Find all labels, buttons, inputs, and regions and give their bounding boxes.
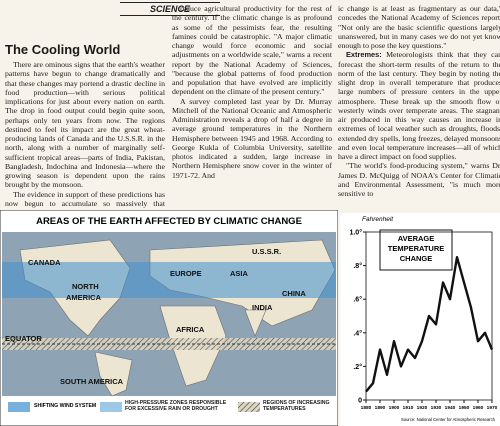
y-tick-label: .8°: [353, 262, 362, 270]
article-title: The Cooling World: [5, 42, 121, 57]
text-column: ic change is at least as fragmentary as …: [338, 4, 500, 210]
x-tick-label: 1960: [473, 405, 484, 411]
chart-title-box: [379, 229, 453, 271]
paragraph: ic change is at least as fragmentary as …: [338, 4, 500, 50]
paragraph: There are ominous signs that the earth's…: [5, 60, 165, 190]
map-label: CHINA: [282, 289, 306, 298]
y-tick-label: .2°: [353, 363, 362, 371]
paragraph-text: The evidence in support of these predict…: [5, 189, 165, 211]
x-tick-label: 1940: [445, 405, 456, 411]
paragraph-text: "The world's food-producing system," war…: [338, 161, 500, 198]
temperature-chart: Fahrenheit AVERAGE TEMPERATURE CHANGE So…: [340, 213, 500, 426]
wind-band: [2, 262, 336, 298]
y-tick-label: .6°: [353, 296, 362, 304]
x-tick-label: 1930: [431, 405, 442, 411]
map-label: AMERICA: [66, 293, 102, 302]
paragraph-text: Meteorologists think that they can forec…: [338, 50, 500, 161]
temperature-line: [365, 256, 494, 393]
x-tick-label: 1890: [375, 405, 386, 411]
text-column: reduce agricultural productivity for the…: [172, 4, 332, 210]
y-tick-label: 0: [358, 398, 362, 405]
legend-swatch: [100, 402, 122, 412]
x-tick-label: 1880: [361, 405, 372, 411]
paragraph: reduce agricultural productivity for the…: [172, 4, 332, 97]
paragraph-lead: Extremes:: [346, 50, 382, 60]
chart-title: AVERAGE: [398, 234, 435, 243]
text-column: There are ominous signs that the earth's…: [5, 60, 165, 210]
paragraph: "The world's food-producing system," war…: [338, 161, 500, 198]
x-tick-label: 1920: [417, 405, 428, 411]
plot-frame: [365, 231, 493, 401]
x-tick-label: 1970: [487, 405, 498, 411]
paragraph-text: reduce agricultural productivity for the…: [172, 4, 332, 97]
map-label: AFRICA: [176, 325, 205, 334]
legend-label: HIGH-PRESSURE ZONES RESPONSIBLE FOR EXCE…: [125, 400, 227, 412]
x-tick-label: 1950: [459, 405, 470, 411]
x-tick-label: 1900: [389, 405, 400, 411]
map-label: CANADA: [28, 258, 61, 267]
map-title: AREAS OF THE EARTH AFFECTED BY CLIMATIC …: [36, 216, 302, 227]
map-label: EUROPE: [170, 269, 202, 278]
paragraph: Extremes: Meteorologists think that they…: [338, 50, 500, 161]
y-tick-label: 1.0°: [349, 229, 362, 237]
chart-title: TEMPERATURE: [388, 244, 445, 253]
map-label: NORTH: [72, 282, 99, 291]
map-label: ASIA: [230, 269, 249, 278]
y-tick-label: .4°: [353, 329, 362, 337]
paragraph-text: ic change is at least as fragmentary as …: [338, 4, 500, 50]
map-label: INDIA: [252, 303, 273, 312]
map-label: SOUTH AMERICA: [60, 377, 124, 386]
map-label: U.S.S.R.: [252, 247, 281, 256]
paragraph-text: A survey completed last year by Dr. Murr…: [172, 96, 332, 180]
paragraph-text: There are ominous signs that the earth's…: [5, 60, 165, 190]
x-tick-label: 1910: [403, 405, 414, 411]
map-label: EQUATOR: [5, 334, 42, 343]
climate-map: AREAS OF THE EARTH AFFECTED BY CLIMATIC …: [0, 210, 338, 426]
section-header: SCIENCE: [120, 2, 220, 16]
legend-swatch: [238, 402, 260, 412]
legend-swatch: [8, 402, 30, 412]
paragraph: A survey completed last year by Dr. Murr…: [172, 97, 332, 180]
chart-source: Source: National Center for Atmospheric …: [401, 417, 496, 422]
legend-label: SHIFTING WIND SYSTEM: [34, 403, 96, 409]
chart-title: CHANGE: [400, 254, 433, 263]
paragraph: The evidence in support of these predict…: [5, 190, 165, 211]
legend-label: REGIONS OF INCREASING TEMPERATURES: [263, 400, 330, 412]
unit-label: Fahrenheit: [362, 216, 394, 223]
